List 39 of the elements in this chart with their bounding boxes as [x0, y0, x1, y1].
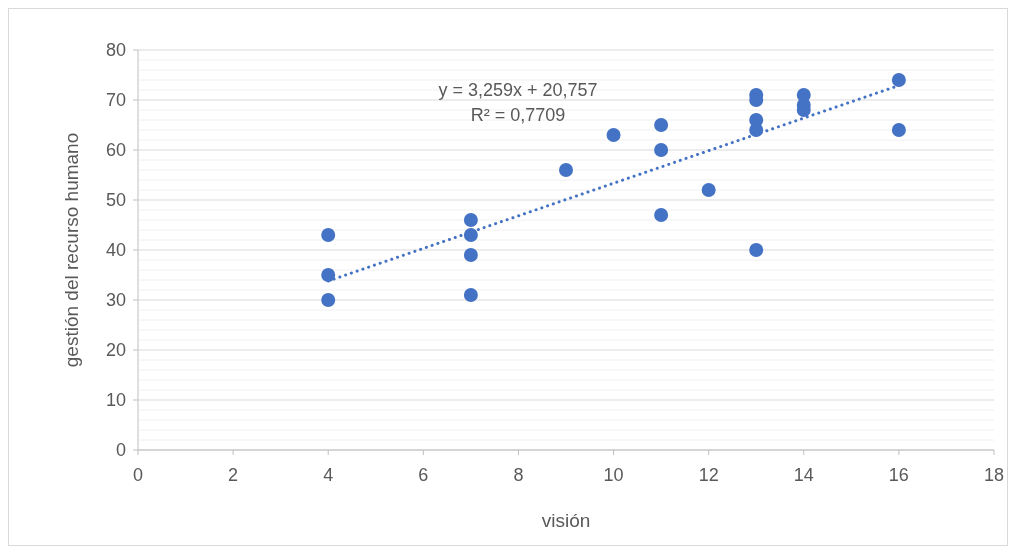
point: [891, 73, 906, 87]
y-tick-label: 80: [105, 40, 126, 61]
y-axis-title: gestión del recurso humano: [61, 132, 82, 368]
point: [701, 183, 716, 197]
point: [321, 293, 336, 307]
y-tick-label: 20: [105, 340, 126, 361]
x-axis-title: visión: [541, 510, 591, 531]
y-tick-label: 10: [105, 390, 126, 411]
annotation: R² = 0,7709: [470, 105, 566, 125]
point: [321, 268, 336, 282]
x-tick-label: 14: [793, 465, 814, 485]
x-tick-label: 8: [513, 465, 524, 485]
point: [463, 228, 478, 242]
x-tick-label: 6: [418, 465, 429, 485]
x-tick-label: 10: [603, 465, 624, 485]
y-tick-label: 40: [105, 240, 126, 261]
point: [463, 213, 478, 227]
point: [321, 228, 336, 242]
x-tick-label: 4: [323, 465, 334, 485]
x-tick-label: 2: [228, 465, 239, 485]
point: [654, 143, 669, 157]
y-tick-label: 50: [105, 190, 126, 211]
x-tick-label: 0: [132, 465, 144, 485]
y-tick-label: 30: [105, 290, 126, 311]
x-tick-label: 12: [698, 465, 719, 485]
point: [654, 118, 669, 132]
y-tick-label: 0: [115, 440, 126, 461]
point: [463, 248, 478, 262]
annotation: y = 3,259x + 20,757: [438, 80, 598, 100]
point: [891, 123, 906, 137]
y-tick-label: 60: [105, 140, 126, 161]
point: [749, 243, 764, 257]
x-tick-label: 16: [888, 465, 909, 485]
point: [463, 288, 478, 302]
y-tick-label: 70: [105, 90, 126, 111]
point: [606, 128, 621, 142]
point: [654, 208, 669, 222]
x-tick-label: 18: [983, 465, 1005, 485]
point: [559, 163, 573, 177]
